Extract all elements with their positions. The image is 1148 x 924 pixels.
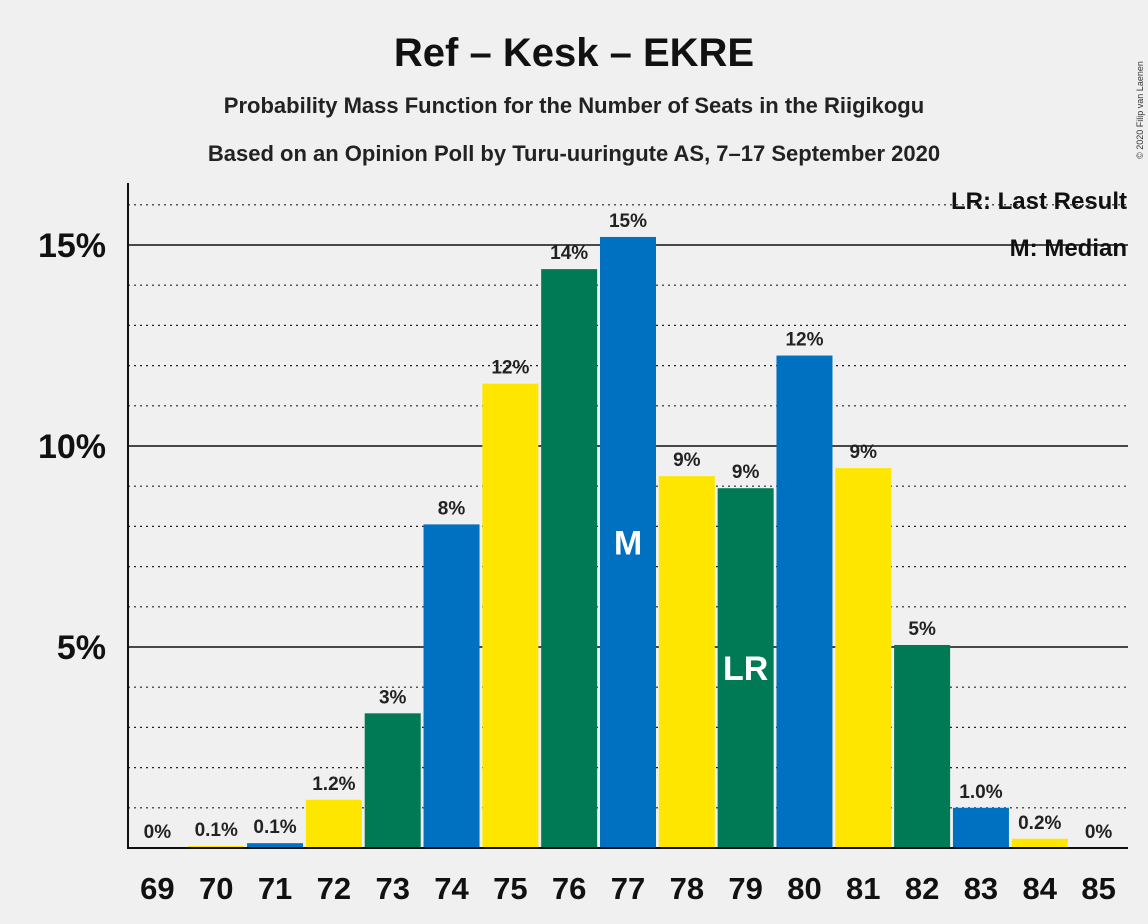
chart-title: Ref – Kesk – EKRE — [394, 31, 754, 75]
marker-m: M — [614, 524, 642, 562]
bar-seats-70 — [188, 845, 245, 848]
bar-value-label: 1.2% — [312, 774, 355, 795]
bar-value-label: 9% — [732, 462, 760, 483]
bar-value-label: 0% — [144, 822, 172, 843]
copyright-note: © 2020 Filip van Laenen — [1135, 61, 1145, 159]
x-tick-label: 71 — [258, 871, 292, 906]
x-tick-label: 76 — [552, 871, 586, 906]
bar-seats-80 — [776, 355, 833, 848]
bar-value-label: 12% — [785, 330, 823, 351]
x-axis-ticks: 69 70 71 72 73 74 75 76 77 78 79 80 81 82 83 84 85 — [140, 871, 1116, 906]
y-axis-ticks: 5% 10% 15% — [38, 227, 106, 667]
bar-value-label: 12% — [491, 358, 529, 379]
bar-markers: M LR — [614, 524, 768, 688]
marker-lr: LR — [723, 650, 768, 688]
y-tick-label: 5% — [57, 629, 106, 667]
bar-value-label: 15% — [609, 211, 647, 232]
bar-value-label: 14% — [550, 243, 588, 264]
x-tick-label: 82 — [905, 871, 939, 906]
bar-seats-79 — [717, 488, 774, 848]
x-tick-label: 70 — [199, 871, 233, 906]
bar-value-label: 8% — [438, 498, 466, 519]
bar-seats-74 — [423, 524, 480, 848]
bar-value-label: 3% — [379, 687, 407, 708]
bar-seats-83 — [952, 807, 1009, 848]
bar-value-label: 0% — [1085, 822, 1113, 843]
x-tick-label: 85 — [1081, 871, 1115, 906]
bar-seats-71 — [247, 843, 304, 848]
x-tick-label: 72 — [317, 871, 351, 906]
bars-group — [188, 236, 1068, 848]
chart-subtitle-2: Based on an Opinion Poll by Turu-uuringu… — [208, 141, 940, 166]
bar-seats-78 — [658, 476, 715, 848]
bar-value-label: 0.1% — [253, 817, 296, 838]
y-tick-label: 15% — [38, 227, 106, 265]
bar-seats-81 — [835, 468, 892, 848]
bar-value-label: 9% — [850, 442, 878, 463]
bar-value-labels: 0% 0.1% 0.1% 1.2% 3% 8% 12% 14% 15% 9% 9% 12% 9% 5% 1.… — [144, 211, 1113, 843]
x-tick-label: 80 — [787, 871, 821, 906]
bar-value-label: 0.2% — [1018, 813, 1061, 834]
y-tick-label: 10% — [38, 428, 106, 466]
x-tick-label: 79 — [728, 871, 762, 906]
bar-seats-77 — [600, 236, 656, 848]
bar-seats-84 — [1011, 838, 1068, 848]
bar-seats-75 — [482, 383, 539, 848]
chart-subtitle-1: Probability Mass Function for the Number… — [224, 93, 924, 118]
x-tick-label: 84 — [1023, 871, 1058, 906]
x-tick-label: 83 — [964, 871, 998, 906]
bar-seats-76 — [541, 269, 598, 848]
legend-last-result: LR: Last Result — [951, 188, 1127, 215]
x-tick-label: 78 — [670, 871, 704, 906]
x-tick-label: 73 — [375, 871, 409, 906]
bar-value-label: 0.1% — [195, 820, 238, 841]
x-tick-label: 69 — [140, 871, 174, 906]
x-tick-label: 75 — [493, 871, 527, 906]
bar-value-label: 5% — [908, 619, 936, 640]
bar-seats-73 — [364, 713, 421, 848]
legend-median: M: Median — [1010, 235, 1127, 262]
x-tick-label: 81 — [846, 871, 880, 906]
bar-seats-82 — [894, 644, 951, 848]
bar-seats-72 — [305, 799, 362, 848]
bar-value-label: 9% — [673, 450, 701, 471]
x-tick-label: 74 — [434, 871, 469, 906]
bar-value-label: 1.0% — [959, 782, 1002, 803]
x-tick-label: 77 — [611, 871, 645, 906]
